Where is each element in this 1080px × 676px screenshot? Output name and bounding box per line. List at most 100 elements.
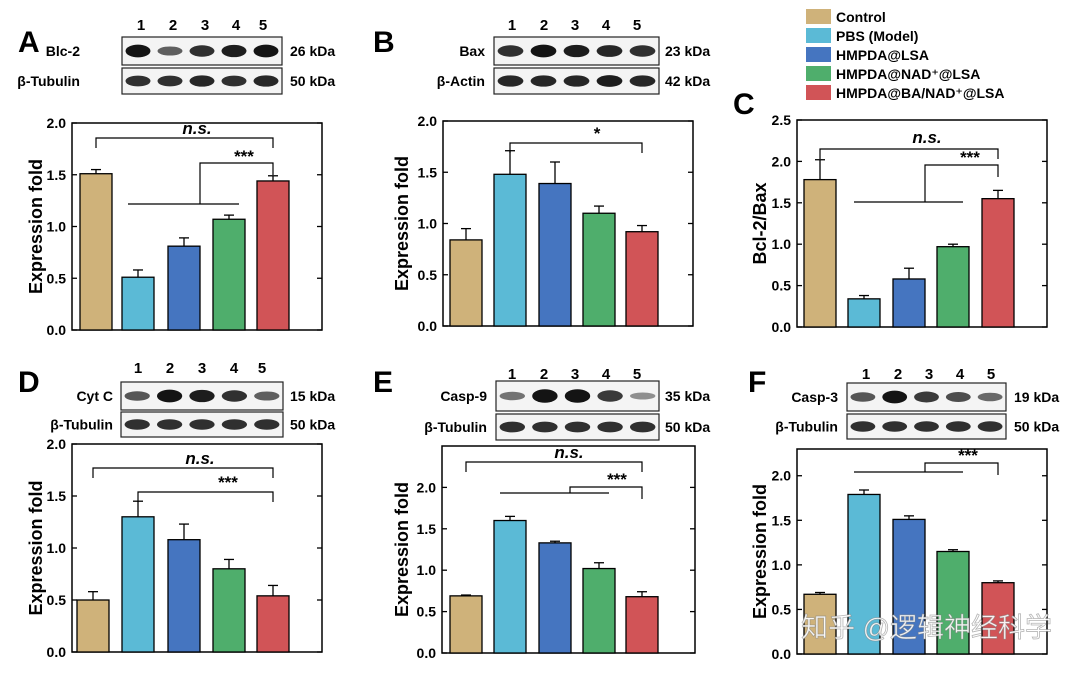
blot-band	[977, 421, 1003, 432]
y-axis-title: Expression fold	[26, 480, 46, 615]
y-tick-label: 0.0	[417, 645, 437, 661]
blot-protein-label: β-Tubulin	[50, 417, 113, 433]
blot-band	[596, 75, 623, 87]
significance-label: n.s.	[912, 128, 941, 147]
bar-5	[625, 596, 659, 654]
y-axis-title: Expression fold	[26, 159, 46, 294]
blot-size-label: 26 kDa	[290, 43, 335, 59]
bar-2	[493, 173, 527, 327]
blot-band	[563, 44, 590, 58]
y-axis-title: Expression fold	[392, 156, 412, 291]
blot-band	[125, 75, 151, 87]
blot-band	[189, 419, 215, 430]
significance-bracket	[199, 162, 274, 204]
bar-3	[167, 245, 201, 331]
lane-number: 1	[862, 366, 870, 383]
lane-number: 2	[169, 17, 177, 34]
panel-letter: B	[373, 26, 395, 59]
bar-1	[76, 599, 110, 653]
bar-3	[538, 182, 572, 327]
lane-number: 2	[540, 17, 548, 34]
blot-size-label: 23 kDa	[665, 43, 710, 59]
bar-4	[936, 246, 970, 328]
significance-bracket	[509, 142, 643, 153]
significance-bracket	[569, 486, 643, 499]
panel-letter: E	[373, 366, 393, 399]
blot-band	[124, 391, 150, 401]
lane-number: 5	[258, 360, 266, 377]
significance-bracket	[924, 164, 999, 202]
y-tick-label: 1.0	[417, 562, 437, 578]
lane-number: 1	[508, 366, 516, 383]
legend-swatch	[806, 28, 831, 43]
lane-number: 4	[232, 17, 241, 34]
bar-1	[449, 239, 483, 327]
y-tick-label: 2.0	[417, 479, 437, 495]
y-tick-label: 0.5	[772, 601, 792, 617]
blot-size-label: 42 kDa	[665, 73, 710, 89]
bar-2	[847, 298, 881, 328]
panel-C: C 0.0 0.5 1.0 1.5 2.0 2.5 Bcl-2/Bax n.s. ***	[733, 88, 1048, 335]
lane-number: 3	[571, 17, 579, 34]
blot-band	[157, 75, 183, 87]
lane-number: 5	[633, 366, 641, 383]
blot-band	[977, 392, 1003, 402]
y-tick-label: 0.0	[47, 644, 67, 660]
blot-band	[156, 389, 183, 403]
blot-band	[596, 45, 623, 57]
blot-protein-label: Cyt C	[76, 388, 113, 404]
significance-label: n.s.	[554, 443, 583, 462]
blot-band	[563, 75, 590, 87]
bar-4	[582, 212, 616, 327]
blot-size-label: 50 kDa	[290, 73, 335, 89]
blot-band	[914, 421, 939, 432]
bar-5	[625, 231, 659, 327]
blot-size-label: 50 kDa	[1014, 419, 1059, 435]
y-tick-label: 2.0	[47, 436, 67, 452]
lane-number: 4	[602, 17, 611, 34]
y-tick-label: 0.5	[772, 278, 792, 294]
bar-2	[493, 519, 527, 654]
blot-band	[530, 44, 557, 58]
blot-band	[253, 44, 279, 58]
blot-size-label: 50 kDa	[290, 417, 335, 433]
blot-protein-label: Casp-9	[440, 388, 487, 404]
lane-number: 1	[508, 17, 516, 34]
lane-number: 4	[602, 366, 611, 383]
blot-band	[497, 75, 524, 87]
significance-label: ***	[958, 446, 978, 465]
bar-5	[256, 180, 290, 331]
blot-band	[189, 45, 215, 57]
panel-letter: D	[18, 366, 40, 399]
y-tick-label: 1.5	[772, 512, 792, 528]
significance-label: n.s.	[185, 449, 214, 468]
blot-protein-label: Blс-2	[46, 43, 80, 59]
bar-4	[212, 218, 246, 331]
panel-F: F 1 2 3 4 5 Casp-3 19 kDa β-Tubulin 50 kDa 0.0 0.5 1…	[748, 366, 1059, 662]
blot-band	[850, 392, 876, 402]
blot-band	[530, 75, 557, 87]
blot-band	[253, 75, 279, 87]
panel-B: B 1 2 3 4 5 Bax 23 kDa β-Actin 42 kDa 0.0 0.5 1.0 1.5…	[373, 17, 710, 334]
blot-band	[189, 75, 215, 87]
y-tick-label: 0.5	[47, 270, 67, 286]
significance-label: n.s.	[182, 119, 211, 138]
significance-bracket	[924, 462, 999, 475]
blot-band	[882, 390, 908, 404]
y-tick-label: 0.0	[47, 322, 67, 338]
y-tick-label: 1.0	[47, 219, 67, 235]
y-tick-label: 1.5	[47, 488, 67, 504]
panel-letter: C	[733, 88, 755, 121]
bar-1	[449, 595, 483, 654]
y-tick-label: 0.0	[418, 318, 438, 334]
lane-number: 2	[540, 366, 548, 383]
blot-band	[564, 421, 591, 433]
lane-number: 1	[134, 360, 142, 377]
panel-A: A 1 2 3 4 5 Blс-2 26 kDa β-Tubulin 50 kDa 0.0 0.5 1.…	[17, 17, 335, 338]
y-tick-label: 2.0	[772, 468, 792, 484]
blot-band	[499, 421, 526, 433]
bar-3	[892, 278, 926, 328]
significance-bracket	[819, 148, 999, 159]
blot-band	[850, 421, 876, 432]
y-tick-label: 1.0	[772, 557, 792, 573]
